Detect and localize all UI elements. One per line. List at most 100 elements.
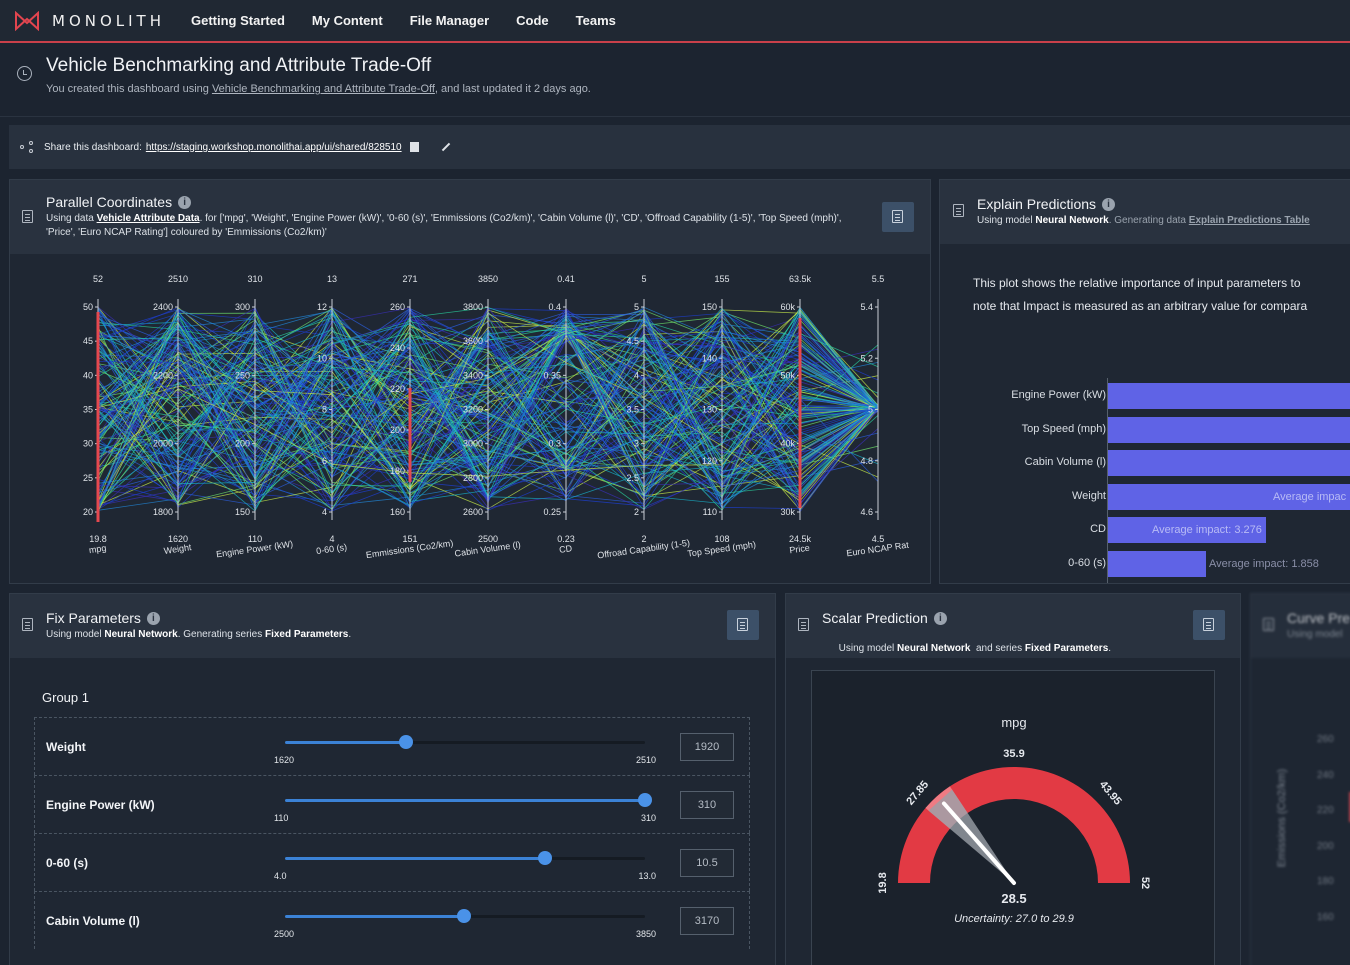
top-nav: MONOLITH Getting Started My Content File… xyxy=(0,0,1350,43)
pc-axis-max: 52 xyxy=(93,274,103,284)
impact-bar[interactable] xyxy=(1108,517,1266,543)
source-notebook-link[interactable]: Vehicle Benchmarking and Attribute Trade… xyxy=(211,83,435,95)
parameter-name: Engine Power (kW) xyxy=(46,798,155,812)
nav-getting-started[interactable]: Getting Started xyxy=(191,13,285,28)
impact-bar-label: CD xyxy=(1090,523,1106,535)
pc-tick-label: 40 xyxy=(83,370,93,380)
series-name: Fixed Parameters xyxy=(264,629,349,640)
pc-tick-label: 3400 xyxy=(463,370,483,380)
pc-axis-min: 110 xyxy=(248,534,262,544)
curve-tick-label: 260 xyxy=(1317,734,1334,745)
pc-tick-label: 2800 xyxy=(463,473,483,483)
slider-thumb[interactable] xyxy=(399,735,414,749)
parameter-value-input[interactable]: 310 xyxy=(680,791,734,819)
panel-title-text: Parallel Coordinates xyxy=(46,194,173,210)
parameter-value-input[interactable]: 1920 xyxy=(680,733,734,761)
impact-bar[interactable] xyxy=(1108,383,1350,409)
parameter-name: 0-60 (s) xyxy=(46,856,89,870)
pc-tick-label: 250 xyxy=(235,370,250,380)
parameter-slider[interactable] xyxy=(285,851,645,865)
pc-tick-label: 150 xyxy=(235,507,250,517)
panel-menu-button[interactable] xyxy=(1193,610,1225,640)
impact-bar-label: Top Speed (mph) xyxy=(1021,422,1106,435)
pc-tick-label: 2.5 xyxy=(626,473,639,483)
share-icon xyxy=(20,141,36,153)
pc-tick-label: 260 xyxy=(390,302,405,312)
parameter-slider[interactable] xyxy=(285,793,652,807)
parameter-value-input[interactable]: 3170 xyxy=(680,907,734,935)
impact-bar-value: Average impac xyxy=(1273,490,1347,503)
impact-bar-label: Engine Power (kW) xyxy=(1011,389,1106,401)
nav-my-content[interactable]: My Content xyxy=(311,13,383,28)
copy-icon[interactable] xyxy=(409,142,419,152)
pc-tick-label: 3.5 xyxy=(626,405,639,415)
dataset-link[interactable]: Vehicle Attribute Data xyxy=(96,213,200,224)
impact-bar-label: Weight xyxy=(1071,489,1106,502)
pc-brush-selection[interactable] xyxy=(96,312,100,522)
pc-axis-min: 2500 xyxy=(478,534,498,544)
parameter-slider[interactable] xyxy=(285,909,645,923)
parallel-coordinates-chart[interactable]: 5219.8mpg5045403530252025101620Weight240… xyxy=(10,260,931,580)
dashboard-header: Vehicle Benchmarking and Attribute Trade… xyxy=(0,45,1350,117)
parameter-row: Weight 1620 2510 1920 xyxy=(34,717,750,775)
pc-tick-label: 140 xyxy=(702,353,717,363)
info-icon[interactable]: i xyxy=(1102,197,1116,211)
parameter-row: Cabin Volume (l) 2500 3850 3170 xyxy=(34,891,750,949)
dataset-link[interactable]: Explain Predictions Table xyxy=(1188,215,1310,226)
desc-prefix: Using data xyxy=(46,213,97,224)
pc-tick-label: 30k xyxy=(780,507,795,517)
nav-teams[interactable]: Teams xyxy=(575,13,616,28)
pc-axis-max: 155 xyxy=(714,274,729,284)
curve-y-label: Emissions (Co2/km) xyxy=(1276,768,1289,868)
parameter-slider[interactable] xyxy=(285,735,645,749)
pc-brush-selection[interactable] xyxy=(798,318,802,508)
nav-code[interactable]: Code xyxy=(516,13,549,28)
slider-thumb[interactable] xyxy=(537,851,552,865)
page-subtitle: You created this dashboard using Vehicle… xyxy=(46,83,591,95)
parameter-row: 0-60 (s) 4.0 13.0 10.5 xyxy=(34,833,750,891)
brand-name: MONOLITH xyxy=(52,11,165,30)
info-icon[interactable]: i xyxy=(146,611,160,625)
impact-bar[interactable] xyxy=(1108,416,1350,443)
slider-thumb[interactable] xyxy=(456,909,471,923)
pc-tick-label: 2 xyxy=(634,507,639,517)
pc-tick-label: 150 xyxy=(702,302,717,312)
pc-tick-label: 0.25 xyxy=(543,507,561,517)
parameter-value-input[interactable]: 10.5 xyxy=(680,849,734,877)
pc-axis-name: 0-60 (s) xyxy=(316,542,348,556)
monolith-logo-icon xyxy=(15,10,39,31)
pc-tick-label: 35 xyxy=(83,405,93,415)
impact-bar[interactable] xyxy=(1108,550,1206,577)
impact-bar[interactable] xyxy=(1108,483,1350,510)
panel-menu-button[interactable] xyxy=(882,202,914,232)
document-icon xyxy=(892,210,903,223)
explanation-line: note that Impact is measured as an arbit… xyxy=(973,299,1308,313)
impact-bar[interactable] xyxy=(1108,450,1350,476)
pc-axis-max: 0.41 xyxy=(557,274,575,284)
nav-file-manager[interactable]: File Manager xyxy=(409,13,490,28)
panel-menu-button[interactable] xyxy=(727,610,759,640)
pc-tick-label: 20 xyxy=(83,507,93,517)
pc-axis-max: 310 xyxy=(247,274,262,284)
pc-brush-selection[interactable] xyxy=(408,388,412,482)
edit-icon[interactable] xyxy=(441,142,450,152)
info-icon[interactable]: i xyxy=(178,195,192,209)
subtitle-suffix: , and last updated it 2 days ago. xyxy=(434,83,591,95)
slider-thumb[interactable] xyxy=(638,793,652,807)
panel-header: Explain Predictions i Using model Neural… xyxy=(940,180,1350,244)
pc-axis-max: 63.5k xyxy=(789,274,812,284)
desc-prefix: Using model xyxy=(46,629,105,640)
desc-prefix: Using model xyxy=(977,215,1036,226)
pc-tick-label: 3000 xyxy=(463,439,483,449)
panel-description: Using model xyxy=(1287,629,1343,640)
pc-tick-label: 2200 xyxy=(153,370,173,380)
gauge-tick-label: 27.85 xyxy=(904,779,931,808)
parameter-row: Engine Power (kW) 110 310 310 xyxy=(34,775,750,833)
brand-logo[interactable]: MONOLITH xyxy=(14,10,165,31)
pc-axis-max: 3850 xyxy=(478,274,498,284)
share-url-link[interactable]: https://staging.workshop.monolithai.app/… xyxy=(145,141,402,153)
info-icon[interactable]: i xyxy=(933,611,947,625)
